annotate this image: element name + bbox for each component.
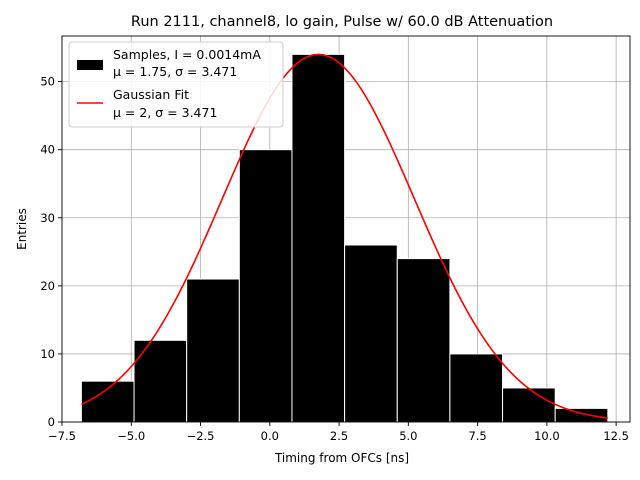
histogram-bar-6	[396, 258, 451, 423]
histogram-bar-9	[554, 407, 609, 423]
x-tick-label-3: 0.0	[261, 429, 279, 443]
y-tick-label-5: 50	[40, 75, 55, 89]
x-tick-label-6: 7.5	[468, 429, 486, 443]
x-tick-label-2: −2.5	[187, 429, 215, 443]
histogram-bar-8	[502, 387, 556, 423]
legend-samples-swatch	[77, 60, 103, 70]
x-tick-label-1: −5.0	[117, 429, 145, 443]
y-axis-label: Entries	[15, 208, 29, 250]
legend-fit-label: Gaussian Fit	[113, 87, 189, 102]
x-tick-label-0: −7.5	[48, 429, 76, 443]
x-axis-label: Timing from OFCs [ns]	[274, 451, 409, 465]
legend-fit-stats: μ = 2, σ = 3.471	[113, 105, 217, 120]
x-tick-label-7: 10.0	[534, 429, 560, 443]
histogram-bar-5	[344, 244, 398, 423]
x-tick-label-5: 5.0	[399, 429, 417, 443]
x-tick-label-8: 12.5	[603, 429, 629, 443]
y-tick-label-3: 30	[40, 211, 55, 225]
legend-box	[68, 41, 284, 128]
histogram-bar-2	[186, 278, 240, 423]
y-tick-label-4: 40	[40, 143, 55, 157]
plot-frame	[61, 35, 631, 423]
legend-samples-label: Samples, I = 0.0014mA	[113, 47, 261, 62]
histogram-bar-0	[80, 380, 135, 423]
x-axis-ticks: −7.5 −5.0 −2.5 0.0 2.5 5.0 7.5 10.0 12.5	[48, 422, 629, 443]
histogram-bar-4	[291, 53, 346, 423]
gaussian-fit-line	[81, 53, 608, 419]
legend-samples-stats: μ = 1.75, σ = 3.471	[113, 64, 237, 79]
histogram-bars	[80, 53, 609, 423]
histogram-bar-7	[449, 353, 504, 423]
chart-title: Run 2111, channel8, lo gain, Pulse w/ 60…	[131, 14, 553, 30]
histogram-bar-3	[238, 149, 293, 423]
y-tick-label-2: 20	[40, 279, 55, 293]
x-tick-label-4: 2.5	[330, 429, 348, 443]
y-axis-ticks: 0 10 20 30 40 50	[40, 75, 62, 429]
y-tick-label-0: 0	[48, 415, 55, 429]
legend: Samples, I = 0.0014mA μ = 1.75, σ = 3.47…	[68, 41, 284, 128]
y-tick-label-1: 10	[40, 347, 55, 361]
